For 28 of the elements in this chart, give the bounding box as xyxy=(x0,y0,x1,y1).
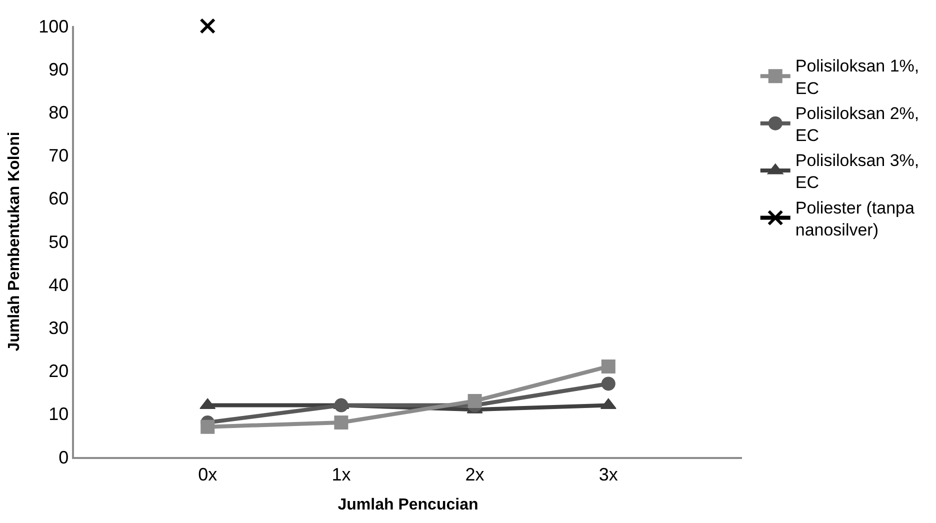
y-tick-label: 50 xyxy=(48,232,69,252)
y-tick-label: 0 xyxy=(58,447,69,468)
y-tick-label: 80 xyxy=(48,102,69,122)
point xyxy=(334,416,348,430)
y-axis-title: Jumlah Pembentukan Koloni xyxy=(6,132,24,352)
legend-label: Polisiloksan 1%, EC xyxy=(795,56,920,98)
y-tick-label: 90 xyxy=(48,59,69,80)
legend-label: Polisiloksan 3%, EC xyxy=(795,151,920,192)
legend-label: Poliester (tanpa nanosilver) xyxy=(795,198,915,240)
x-tick-label: 1x xyxy=(332,464,351,484)
y-tick-label: 60 xyxy=(48,188,69,209)
x-tick-label: 3x xyxy=(598,464,618,484)
point xyxy=(200,18,216,34)
point xyxy=(601,376,616,391)
x-tick-label: 2x xyxy=(465,464,484,484)
y-tick-label: 20 xyxy=(48,361,69,382)
y-tick-label: 10 xyxy=(48,404,69,424)
legend-label: Polisiloksan 2%, EC xyxy=(795,104,920,146)
point xyxy=(468,394,482,408)
x-tick-label: 0x xyxy=(198,464,218,484)
y-tick-label: 40 xyxy=(48,274,69,295)
y-tick-label: 30 xyxy=(48,318,69,338)
y-tick-label: 100 xyxy=(38,16,69,36)
point xyxy=(200,420,215,434)
y-tick-label: 70 xyxy=(48,146,69,166)
point xyxy=(601,359,616,374)
x-axis-title: Jumlah Pencucian xyxy=(338,496,478,514)
point xyxy=(334,398,348,412)
